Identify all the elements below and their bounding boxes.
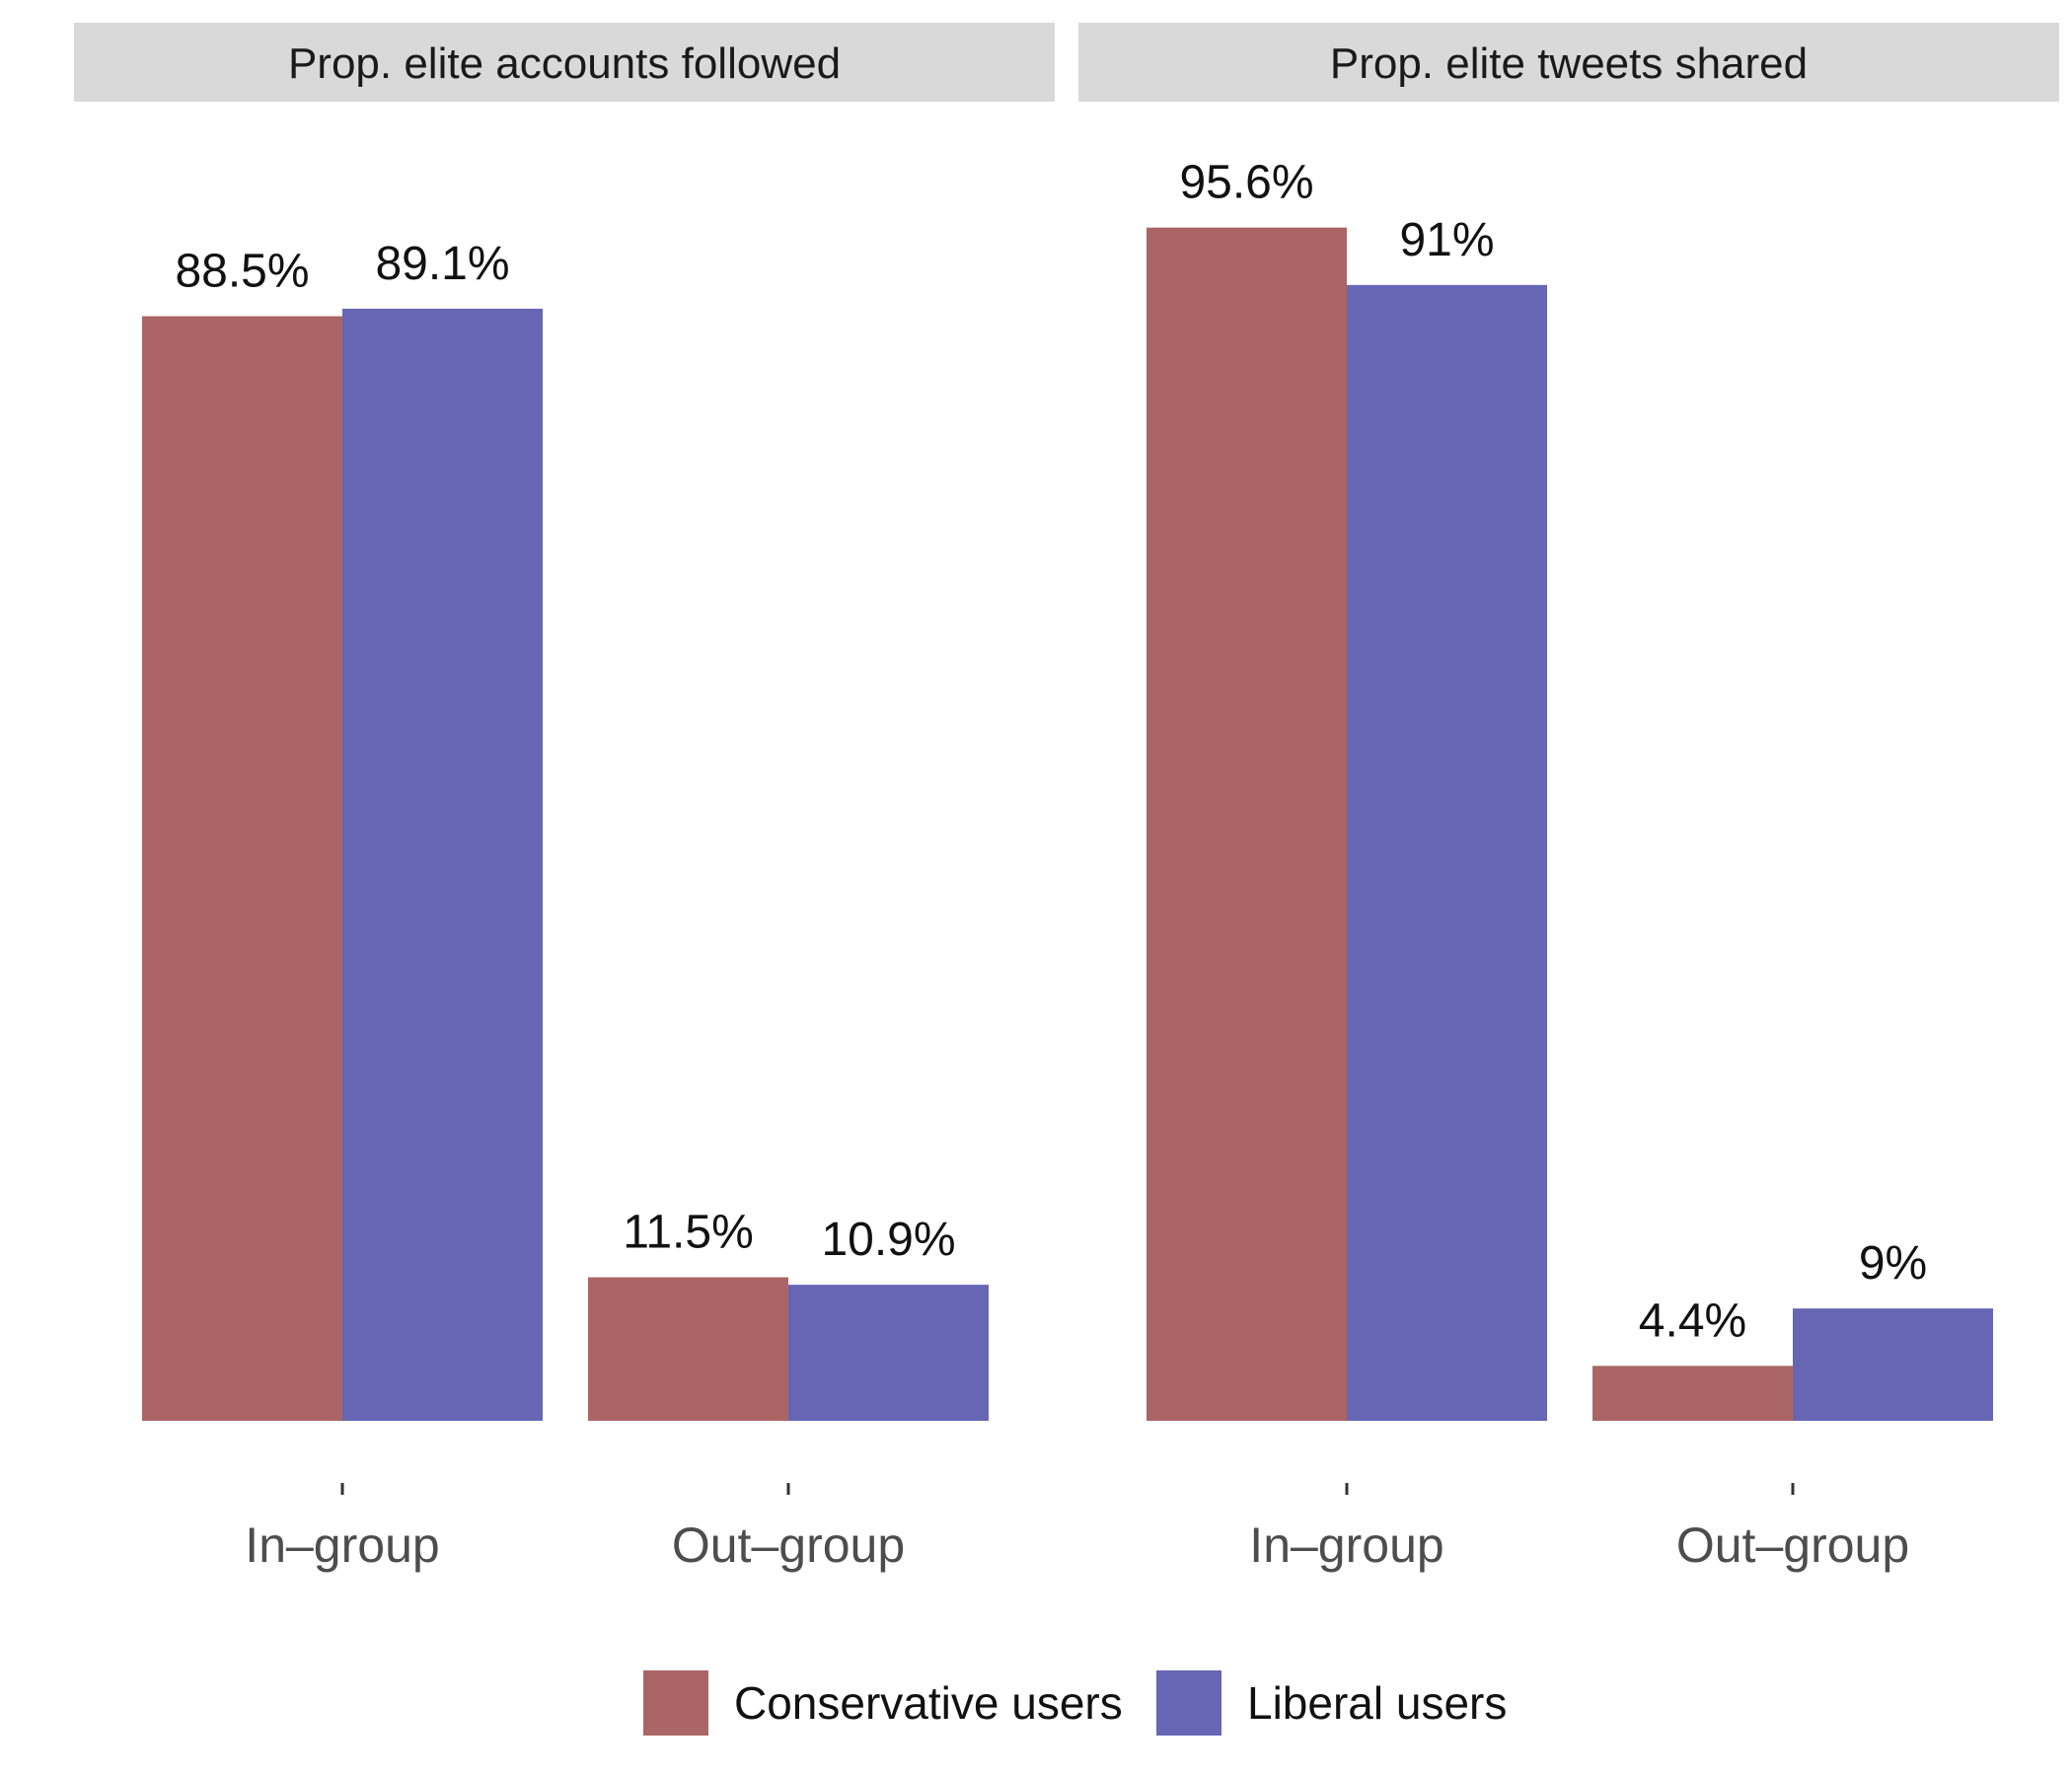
data-label: 10.9% bbox=[821, 1214, 955, 1266]
data-label: 88.5% bbox=[175, 245, 309, 297]
x-tick-label: Out–group bbox=[1676, 1517, 1909, 1573]
data-label: 89.1% bbox=[375, 238, 509, 290]
bar-conservative-users-out-group bbox=[1592, 1366, 1793, 1421]
panel-2: Prop. elite tweets shared 95.6% 91% In–grou… bbox=[1078, 23, 2059, 1573]
bar-liberal-users-out-group bbox=[1793, 1308, 1993, 1421]
x-tick-label: In–group bbox=[245, 1517, 439, 1573]
bar-conservative-users-out-group bbox=[588, 1277, 788, 1421]
legend-label: Liberal users bbox=[1247, 1677, 1507, 1729]
legend-key-conservative-users bbox=[643, 1670, 708, 1736]
panel-1: Prop. elite accounts followed 88.5% 89.1% I… bbox=[74, 23, 1055, 1573]
chart-panels: Prop. elite accounts followed 88.5% 89.1% I… bbox=[74, 23, 2059, 1573]
bar-conservative-users-in-group bbox=[142, 316, 342, 1422]
bar-conservative-users-in-group bbox=[1147, 227, 1347, 1421]
x-tick-label: Out–group bbox=[672, 1517, 905, 1573]
x-tick-label: In–group bbox=[1249, 1517, 1443, 1573]
legend-key-liberal-users bbox=[1156, 1670, 1221, 1736]
data-label: 4.4% bbox=[1639, 1295, 1746, 1347]
bar-liberal-users-in-group bbox=[1347, 284, 1547, 1422]
facet-strip bbox=[1078, 23, 2059, 102]
legend: Conservative users Liberal users bbox=[643, 1670, 1507, 1736]
legend-label: Conservative users bbox=[734, 1677, 1123, 1729]
bar-liberal-users-out-group bbox=[788, 1285, 989, 1421]
data-label: 9% bbox=[1859, 1237, 1927, 1290]
data-label: 91% bbox=[1399, 214, 1494, 266]
data-label: 11.5% bbox=[623, 1207, 754, 1259]
facet-title: Prop. elite accounts followed bbox=[288, 39, 841, 88]
data-label: 95.6% bbox=[1179, 157, 1313, 209]
bar-liberal-users-in-group bbox=[342, 308, 543, 1421]
facet-strip bbox=[74, 23, 1055, 102]
facet-title: Prop. elite tweets shared bbox=[1330, 39, 1808, 88]
